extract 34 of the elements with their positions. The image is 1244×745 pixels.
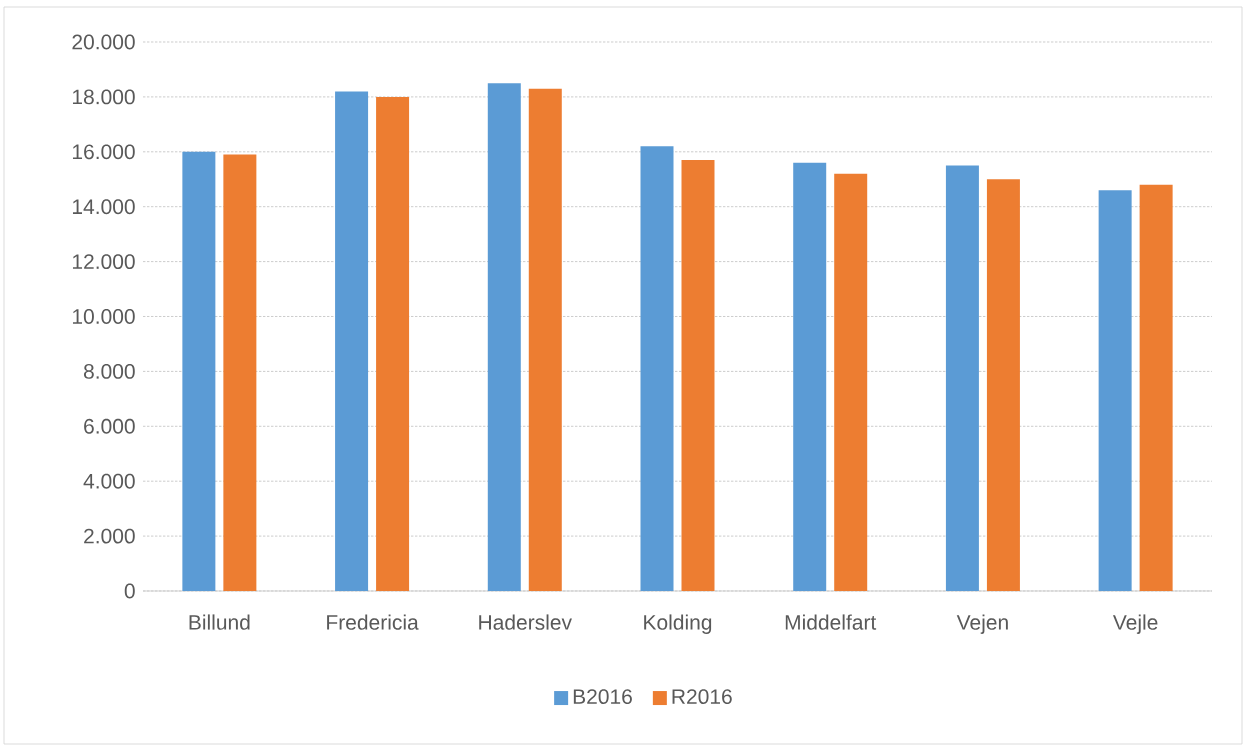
y-tick-label: 20.000 <box>72 34 135 50</box>
bar <box>640 146 674 591</box>
bar <box>1139 184 1173 591</box>
x-tick-label: Fredericia <box>327 614 419 630</box>
x-tick-label: Billund <box>189 614 250 630</box>
x-tick-label: Vejle <box>1112 614 1158 634</box>
bar <box>335 91 369 591</box>
bar <box>834 173 868 591</box>
y-tick-label: 18.000 <box>72 89 135 105</box>
legend-label: B2016 <box>573 689 632 705</box>
y-tick-label: 16.000 <box>72 144 135 160</box>
x-tick-label: Haderslev <box>479 614 572 630</box>
bar <box>793 162 827 591</box>
legend-label: R2016 <box>672 689 732 705</box>
x-tick-label: Kolding <box>644 614 712 634</box>
y-tick-label: 6.000 <box>84 418 135 434</box>
bar <box>376 96 410 591</box>
y-tick-label: 10.000 <box>72 309 135 324</box>
y-tick-label: 8.000 <box>83 363 135 379</box>
y-tick-label: 14.000 <box>72 199 135 215</box>
bar <box>223 154 257 591</box>
bar <box>1098 190 1132 591</box>
bar <box>681 160 715 591</box>
x-tick-label: Middelfart <box>785 614 877 630</box>
y-tick-label: 0 <box>124 583 135 599</box>
x-tick-label: Vejen <box>956 614 1008 634</box>
y-tick-label: 12.000 <box>72 254 135 270</box>
y-tick-label: 4.000 <box>83 473 135 489</box>
y-tick-label: 2.000 <box>84 528 135 544</box>
bar <box>945 165 979 591</box>
bar <box>528 88 562 591</box>
bar <box>986 179 1020 591</box>
bar <box>182 151 216 591</box>
bar <box>487 83 521 591</box>
